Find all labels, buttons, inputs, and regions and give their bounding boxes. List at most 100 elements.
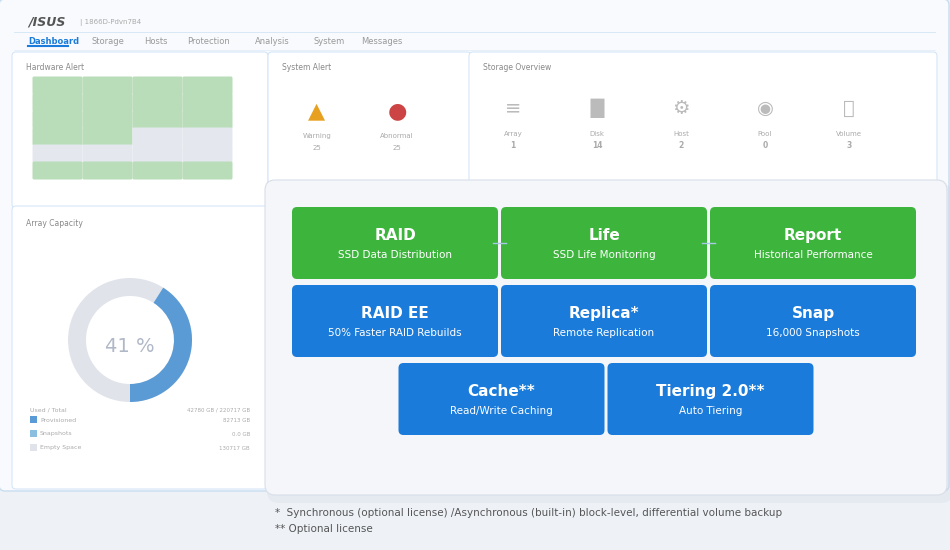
- FancyBboxPatch shape: [292, 207, 498, 279]
- FancyBboxPatch shape: [83, 76, 132, 95]
- FancyBboxPatch shape: [12, 52, 268, 208]
- Text: Empty Space: Empty Space: [40, 446, 82, 450]
- Text: Snapshots: Snapshots: [40, 432, 72, 437]
- Text: Dashboard: Dashboard: [28, 37, 79, 47]
- FancyBboxPatch shape: [83, 162, 132, 179]
- Text: 3: 3: [846, 141, 851, 151]
- Text: Volume: Volume: [836, 131, 862, 137]
- FancyBboxPatch shape: [132, 111, 182, 129]
- Text: ≡: ≡: [504, 98, 522, 118]
- Text: Hardware Alert: Hardware Alert: [26, 63, 85, 73]
- Text: 0.0 ms: 0.0 ms: [300, 240, 316, 245]
- Text: *  Synchronous (optional license) /Asynchronous (built-in) block-level, differen: * Synchronous (optional license) /Asynch…: [275, 508, 782, 518]
- FancyBboxPatch shape: [32, 94, 83, 112]
- Text: 130717 GB: 130717 GB: [219, 446, 250, 450]
- FancyBboxPatch shape: [132, 94, 182, 112]
- Text: 1: 1: [510, 141, 516, 151]
- Text: Disk: Disk: [590, 131, 604, 137]
- FancyBboxPatch shape: [132, 76, 182, 95]
- FancyBboxPatch shape: [132, 128, 182, 146]
- FancyBboxPatch shape: [501, 285, 707, 357]
- FancyBboxPatch shape: [32, 128, 83, 146]
- FancyBboxPatch shape: [132, 162, 182, 179]
- Bar: [30, 444, 37, 451]
- Text: Array Capacity: Array Capacity: [26, 219, 83, 228]
- FancyBboxPatch shape: [265, 180, 947, 495]
- Text: 1 ms: 1 ms: [300, 208, 312, 213]
- FancyBboxPatch shape: [267, 184, 950, 503]
- Text: SSD Life Monitoring: SSD Life Monitoring: [553, 250, 656, 260]
- Text: System: System: [313, 37, 344, 47]
- FancyBboxPatch shape: [469, 52, 937, 190]
- FancyBboxPatch shape: [32, 111, 83, 129]
- FancyBboxPatch shape: [398, 363, 604, 435]
- Text: System Alert: System Alert: [282, 63, 332, 73]
- Text: 0: 0: [762, 141, 768, 151]
- Text: ▲: ▲: [309, 101, 326, 121]
- Text: Array: Array: [504, 131, 522, 137]
- Wedge shape: [130, 288, 192, 402]
- Text: Warning: Warning: [303, 133, 332, 139]
- FancyBboxPatch shape: [292, 285, 498, 357]
- Text: ⚙: ⚙: [673, 98, 690, 118]
- FancyBboxPatch shape: [268, 52, 471, 190]
- Text: Protection: Protection: [187, 37, 230, 47]
- Text: Replica*: Replica*: [569, 306, 639, 321]
- Text: Used / Total: Used / Total: [30, 408, 67, 412]
- FancyBboxPatch shape: [0, 0, 949, 491]
- Text: 41 %: 41 %: [105, 337, 155, 355]
- Text: Messages: Messages: [361, 37, 403, 47]
- Text: Abnormal: Abnormal: [380, 133, 414, 139]
- FancyBboxPatch shape: [83, 128, 132, 146]
- Text: 50% Faster RAID Rebuilds: 50% Faster RAID Rebuilds: [328, 328, 462, 338]
- Bar: [30, 430, 37, 437]
- Text: Remote Replication: Remote Replication: [554, 328, 655, 338]
- FancyBboxPatch shape: [32, 145, 83, 162]
- Text: Analysis: Analysis: [255, 37, 290, 47]
- FancyBboxPatch shape: [182, 162, 233, 179]
- Text: | 1866D-Pdvn7B4: | 1866D-Pdvn7B4: [80, 19, 142, 25]
- FancyBboxPatch shape: [501, 207, 707, 279]
- Text: 16,000 Snapshots: 16,000 Snapshots: [766, 328, 860, 338]
- FancyBboxPatch shape: [12, 206, 268, 489]
- FancyBboxPatch shape: [83, 94, 132, 112]
- Text: RAID: RAID: [374, 228, 416, 243]
- Text: Storage: Storage: [91, 37, 124, 47]
- FancyBboxPatch shape: [182, 76, 233, 95]
- Text: ◉: ◉: [756, 98, 773, 118]
- FancyBboxPatch shape: [83, 111, 132, 129]
- Text: 0.0 GB: 0.0 GB: [232, 432, 250, 437]
- Text: Pool: Pool: [758, 131, 772, 137]
- FancyBboxPatch shape: [607, 363, 813, 435]
- Text: 25: 25: [392, 145, 401, 151]
- Text: 0: 0: [278, 216, 286, 226]
- Text: 82713 GB: 82713 GB: [223, 417, 250, 422]
- Text: ●: ●: [388, 101, 407, 121]
- Text: Latency: Latency: [282, 199, 313, 207]
- Text: 14: 14: [592, 141, 602, 151]
- Text: /ISUS: /ISUS: [28, 15, 66, 29]
- Text: Provisioned: Provisioned: [40, 417, 76, 422]
- FancyBboxPatch shape: [710, 207, 916, 279]
- FancyBboxPatch shape: [710, 285, 916, 357]
- Text: Tiering 2.0**: Tiering 2.0**: [656, 384, 765, 399]
- FancyBboxPatch shape: [182, 111, 233, 129]
- Text: Report: Report: [784, 228, 842, 243]
- FancyBboxPatch shape: [32, 76, 83, 95]
- Wedge shape: [68, 278, 192, 402]
- Text: Life: Life: [588, 228, 619, 243]
- Text: RAID EE: RAID EE: [361, 306, 428, 321]
- Text: ▐▌: ▐▌: [582, 98, 612, 118]
- Text: 25: 25: [313, 145, 321, 151]
- Text: Host: Host: [673, 131, 689, 137]
- FancyBboxPatch shape: [182, 128, 233, 146]
- Bar: [30, 416, 37, 423]
- FancyBboxPatch shape: [83, 145, 132, 162]
- Text: Historical Performance: Historical Performance: [753, 250, 872, 260]
- FancyBboxPatch shape: [182, 145, 233, 162]
- Text: Cache**: Cache**: [467, 384, 536, 399]
- Text: 2: 2: [678, 141, 684, 151]
- Text: ** Optional license: ** Optional license: [275, 524, 372, 534]
- FancyBboxPatch shape: [132, 145, 182, 162]
- Text: Snap: Snap: [791, 306, 834, 321]
